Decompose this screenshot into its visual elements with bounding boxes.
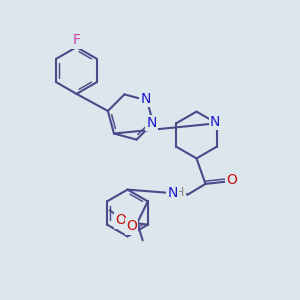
Text: N: N (140, 92, 151, 106)
Text: N: N (167, 186, 178, 200)
Text: N: N (210, 115, 220, 129)
Text: N: N (146, 116, 157, 130)
Text: F: F (73, 34, 80, 47)
Text: O: O (226, 173, 237, 187)
Text: O: O (126, 220, 137, 233)
Text: O: O (115, 214, 126, 227)
Text: H: H (175, 186, 184, 200)
